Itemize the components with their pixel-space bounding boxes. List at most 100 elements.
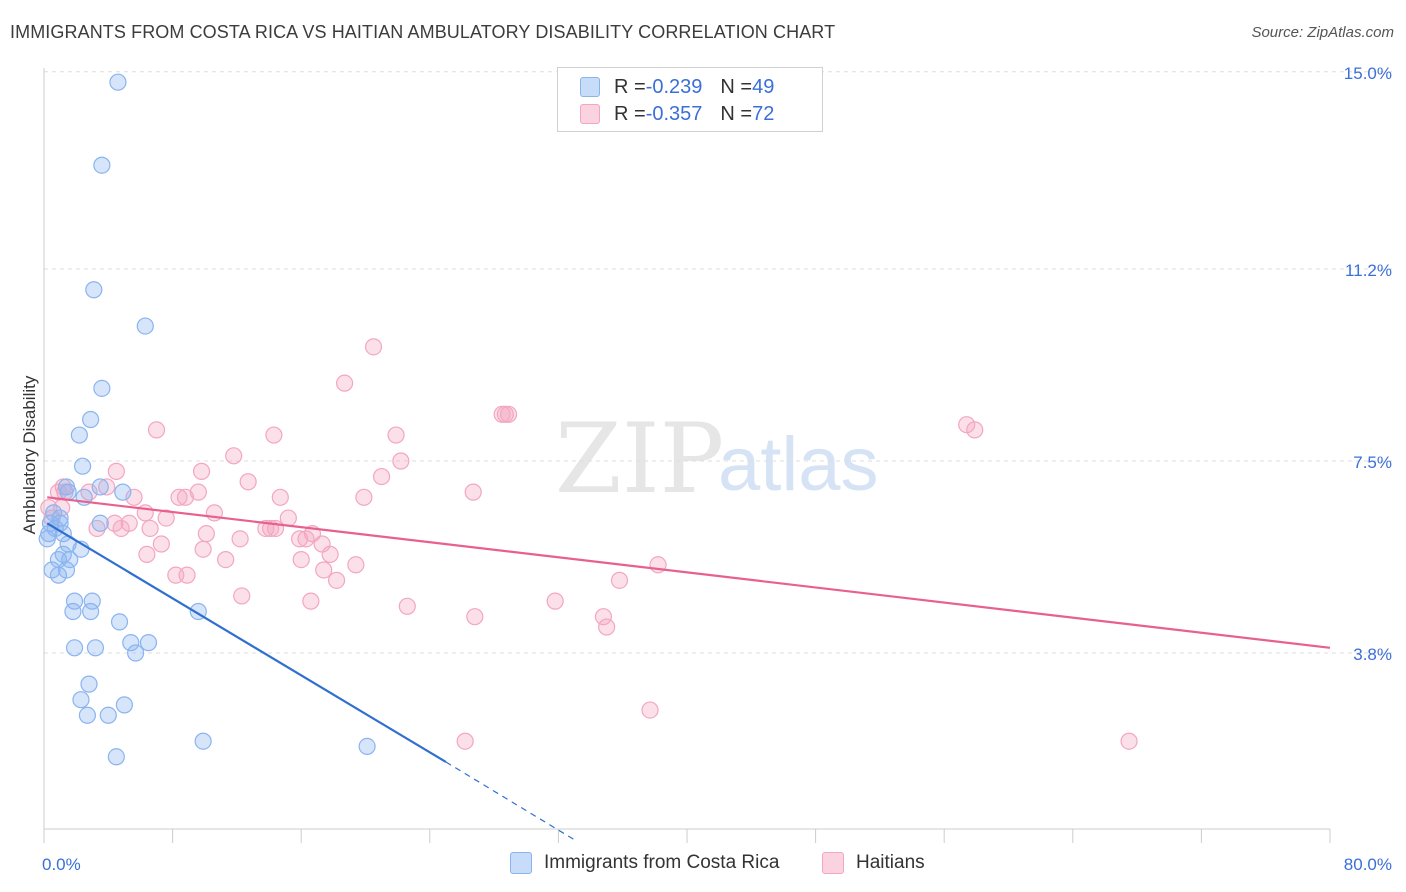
legend-n-label: N =	[720, 75, 753, 98]
costa-rica-point	[78, 706, 97, 724]
legend-swatch-haitians	[580, 104, 600, 124]
legend-r-label: R =	[614, 102, 646, 125]
costa-rica-point	[59, 483, 77, 501]
haitians-point	[464, 483, 482, 501]
costa-rica-point	[91, 478, 109, 496]
correlation-legend: R = -0.239 N = 49 R = -0.357 N = 72	[557, 67, 823, 132]
haitians-point	[598, 618, 616, 636]
haitians-point	[88, 519, 106, 538]
costa-rica-point	[109, 73, 127, 91]
costa-rica-point	[65, 639, 84, 657]
costa-rica-points	[38, 73, 376, 766]
haitians-point	[239, 473, 257, 491]
source-label: Source: ZipAtlas.com	[1251, 24, 1394, 41]
haitians-point	[392, 452, 410, 470]
haitians-point	[292, 550, 310, 569]
x-tick-labels: 0.0% 80.0%	[42, 855, 1392, 874]
legend-swatch-costa-rica	[580, 77, 600, 97]
haitians-point	[170, 488, 188, 506]
haitians-trend-line	[47, 496, 1331, 649]
haitians-point	[107, 462, 125, 480]
y-tick-labels: 3.8% 7.5% 11.2% 15.0%	[1344, 64, 1392, 664]
haitians-point	[80, 483, 98, 501]
haitians-point	[192, 462, 211, 480]
watermark-atlas: atlas	[718, 422, 879, 507]
haitians-point	[225, 447, 243, 465]
haitians-point	[194, 540, 212, 558]
costa-rica-point	[99, 706, 117, 724]
haitians-point	[176, 488, 195, 506]
y-tick-label: 15.0%	[1344, 64, 1392, 83]
costa-rica-point	[49, 566, 68, 584]
watermark-zip: ZIP	[555, 403, 724, 515]
haitians-point	[321, 545, 339, 564]
costa-rica-point	[110, 613, 129, 631]
costa-rica-point	[127, 644, 145, 662]
haitians-point	[138, 545, 156, 564]
costa-rica-point	[72, 691, 90, 709]
haitians-point	[302, 592, 320, 610]
haitians-point	[327, 571, 346, 589]
haitians-point	[355, 488, 373, 506]
haitians-point	[372, 467, 391, 486]
y-tick-label: 11.2%	[1345, 261, 1392, 280]
haitians-point	[233, 587, 251, 605]
costa-rica-point	[86, 639, 105, 657]
haitians-point	[398, 597, 416, 615]
x-tick-label: 0.0%	[42, 855, 81, 874]
series-label-costa-rica: Immigrants from Costa Rica	[544, 852, 780, 873]
haitians-point	[594, 608, 613, 626]
costa-rica-point	[80, 675, 98, 693]
series-legend: Immigrants from Costa Rica Haitians	[0, 852, 1406, 878]
costa-rica-point	[122, 634, 140, 652]
costa-rica-point	[70, 426, 88, 444]
legend-n-value: 49	[752, 75, 775, 98]
costa-rica-point	[93, 156, 111, 174]
haitians-point	[499, 405, 518, 423]
haitians-point	[1120, 732, 1138, 750]
series-legend-costa-rica: Immigrants from Costa Rica	[510, 852, 779, 874]
legend-n-value: 72	[752, 102, 775, 125]
haitians-point	[141, 519, 159, 538]
y-tick-label: 7.5%	[1353, 453, 1392, 472]
haitians-point	[189, 483, 207, 501]
haitians-point	[152, 535, 170, 553]
costa-rica-point	[115, 696, 133, 714]
costa-rica-point	[139, 634, 158, 652]
gridlines	[44, 71, 1392, 654]
trend-lines	[46, 496, 1331, 841]
costa-rica-point	[85, 281, 103, 299]
haitians-point	[231, 530, 249, 548]
y-tick-label: 3.8%	[1353, 645, 1392, 664]
costa-rica-point	[194, 732, 212, 750]
haitians-point	[271, 488, 289, 506]
haitians-point	[217, 550, 235, 569]
series-swatch-haitians	[822, 852, 844, 874]
legend-r-value: -0.239	[645, 75, 703, 98]
costa-rica-point	[136, 317, 154, 335]
watermark: ZIP atlas	[555, 403, 879, 515]
legend-r-label: R =	[614, 75, 646, 98]
haitians-point	[98, 478, 116, 496]
haitians-point	[125, 488, 143, 506]
costa-rica-point	[73, 457, 92, 475]
costa-rica-point	[64, 602, 82, 621]
chart-title: IMMIGRANTS FROM COSTA RICA VS HAITIAN AM…	[10, 22, 836, 42]
haitians-point	[197, 525, 215, 543]
y-axis-label: Ambulatory Disability	[20, 375, 39, 535]
costa-rica-point	[82, 602, 100, 621]
haitians-point	[387, 426, 405, 444]
costa-rica-trend-line	[46, 522, 447, 763]
haitians-point	[610, 571, 629, 589]
costa-rica-point	[91, 514, 109, 532]
haitians-points	[40, 338, 1138, 750]
costa-rica-point	[114, 483, 132, 501]
axes	[43, 68, 1331, 843]
x-tick-label: 80.0%	[1344, 855, 1392, 874]
series-legend-haitians: Haitians	[822, 852, 925, 874]
haitians-point	[456, 732, 474, 750]
haitians-point	[364, 338, 383, 356]
haitians-point	[641, 701, 659, 719]
haitians-point	[297, 530, 315, 548]
